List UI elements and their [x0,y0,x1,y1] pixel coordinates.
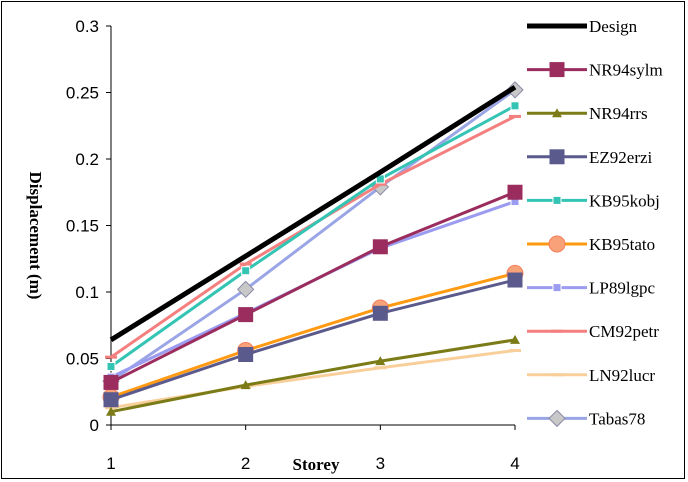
x-axis-label: Storey [293,455,340,474]
data-point [507,272,523,288]
data-point [106,406,116,416]
legend-label: LP89lgpc [589,279,656,298]
series-line [110,278,516,402]
series-Design [109,85,517,343]
legend-swatch-marker [552,195,562,205]
data-point [507,184,523,200]
data-point [372,239,388,255]
y-axis-label: Displacement (m) [26,172,45,300]
data-point [240,380,251,390]
y-tick-label: 0.2 [75,150,99,169]
legend-swatch-marker [552,283,562,293]
data-point [103,392,119,408]
data-point [236,280,255,299]
data-point [372,305,388,321]
legend-swatch-marker [548,235,566,253]
legend-label: CM92petr [589,322,659,341]
data-point [510,101,520,111]
legend-label: Design [589,17,638,36]
series-EZ92erzi [103,272,523,408]
legend-item: NR94rrs [527,104,648,123]
series-line [110,104,516,368]
legend-item: KB95kobj [527,191,660,210]
plot-area [102,81,524,416]
legend-item: NR94sylm [527,61,663,80]
legend-swatch-marker [549,62,565,78]
legend-label: KB95tato [589,235,655,254]
y-tick-label: 0 [90,416,99,435]
legend-label: KB95kobj [589,191,660,210]
y-tick-label: 0.25 [66,84,99,103]
y-tick-label: 0.1 [75,283,99,302]
legend-item: CM92petr [527,322,659,341]
x-tick-label: 2 [241,454,250,473]
legend: Design NR94sylm NR94rrs EZ92erzi KB95kobj KB9… [527,17,663,428]
data-point [510,334,520,344]
legend-item: LN92lucr [527,366,655,385]
data-point [238,347,254,363]
legend-item: LP89lgpc [527,279,656,298]
y-tick-label: 0.05 [66,350,99,369]
series-line [109,85,517,343]
legend-label: NR94rrs [589,104,648,123]
data-point [106,361,116,371]
series-line [110,88,516,383]
legend-swatch-marker [549,149,565,165]
series-line [110,271,516,399]
data-point [241,266,251,276]
y-tick-label: 0.3 [75,17,99,36]
data-point [375,356,386,366]
legend-item: Tabas78 [527,409,645,428]
data-point [238,307,254,323]
legend-item: Design [527,17,638,36]
x-tick-label: 3 [376,454,385,473]
series-line [110,338,516,414]
x-tick-label: 1 [106,454,115,473]
series-line [110,190,516,384]
y-tick-label: 0.15 [66,217,99,236]
series-NR94rrs [106,334,520,416]
series-KB95kobj [106,101,520,371]
series-Tabas78 [102,81,524,390]
legend-swatch-marker [548,409,566,428]
legend-item: EZ92erzi [527,148,653,167]
legend-label: LN92lucr [589,366,655,385]
legend-label: Tabas78 [589,409,645,428]
legend-item: KB95tato [527,235,655,254]
data-point [103,374,119,390]
legend-label: EZ92erzi [589,148,653,167]
x-tick-label: 4 [510,454,519,473]
series-NR94sylm [103,184,523,390]
legend-label: NR94sylm [589,61,663,80]
legend-swatch-marker [552,108,562,118]
